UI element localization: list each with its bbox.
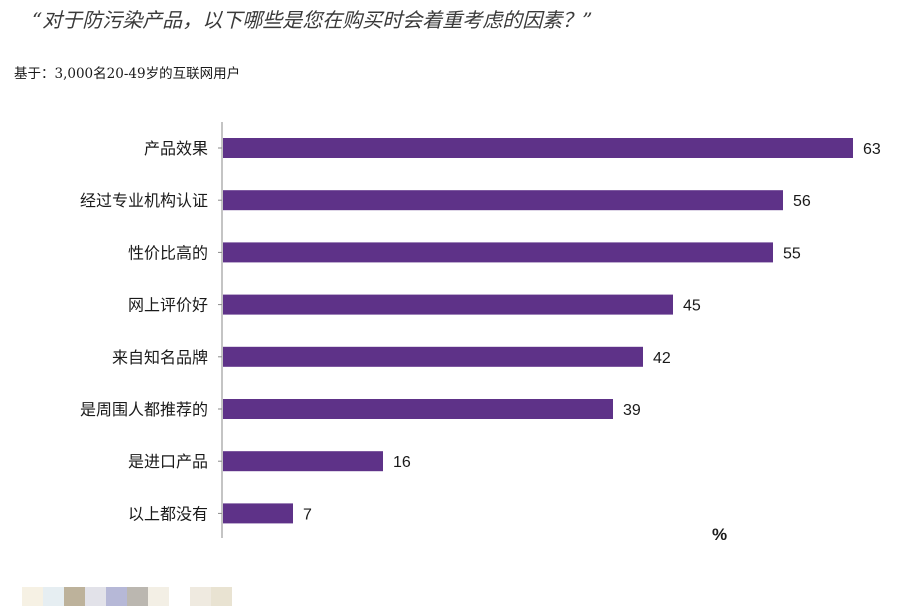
- category-label: 是周围人都推荐的: [80, 400, 208, 419]
- value-label: 39: [623, 402, 641, 419]
- value-label: 42: [653, 350, 671, 367]
- value-label: 45: [683, 298, 701, 315]
- bar: [223, 294, 673, 315]
- color-swatch: [106, 587, 127, 606]
- chart-subtitle: 基于：3,000名20-49岁的互联网用户: [14, 66, 241, 82]
- footer-color-strip: [22, 587, 232, 606]
- color-swatch: [64, 587, 85, 606]
- category-label: 性价比高的: [128, 243, 208, 262]
- bar: [223, 242, 773, 263]
- value-label: 63: [863, 141, 881, 158]
- category-label: 产品效果: [144, 139, 208, 158]
- color-swatch: [190, 587, 211, 606]
- category-label: 经过专业机构认证: [80, 191, 208, 210]
- color-swatch: [43, 587, 64, 606]
- bar: [223, 399, 613, 419]
- category-label: 是进口产品: [128, 452, 208, 471]
- value-label: 7: [303, 506, 312, 523]
- bar: [223, 346, 643, 367]
- bar: [223, 503, 293, 524]
- value-label: 16: [393, 454, 411, 471]
- category-label: 以上都没有: [128, 504, 208, 523]
- unit-label: %: [712, 525, 727, 544]
- color-swatch: [85, 587, 106, 606]
- category-label: 来自知名品牌: [112, 348, 208, 367]
- color-swatch: [22, 587, 43, 606]
- value-label: 55: [783, 245, 801, 262]
- color-swatch: [169, 587, 190, 606]
- chart-title: “对于防污染产品，以下哪些是您在购买时会着重考虑的因素？”: [32, 8, 593, 32]
- value-label: 56: [793, 193, 811, 210]
- bar: [223, 190, 783, 211]
- category-label: 网上评价好: [128, 296, 208, 315]
- color-swatch: [127, 587, 148, 606]
- color-swatch: [148, 587, 169, 606]
- bar: [223, 138, 853, 158]
- color-swatch: [211, 587, 232, 606]
- bar: [223, 451, 383, 472]
